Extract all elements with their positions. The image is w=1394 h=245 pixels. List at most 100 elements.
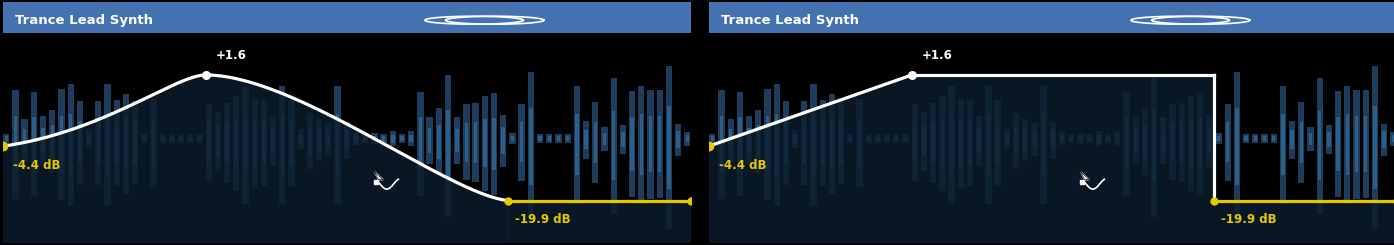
Bar (601, 127, 608, 151)
Bar (123, 94, 130, 194)
Polygon shape (3, 75, 509, 243)
Bar (216, 126, 220, 157)
Bar (821, 121, 824, 165)
Bar (1317, 111, 1322, 180)
Bar (976, 116, 983, 166)
Bar (1216, 133, 1221, 144)
Bar (1132, 117, 1139, 164)
Bar (169, 134, 176, 143)
Bar (1335, 91, 1341, 197)
Bar (343, 122, 350, 159)
Bar (134, 121, 137, 164)
Bar (802, 101, 807, 185)
Bar (555, 134, 562, 143)
Bar (371, 133, 378, 144)
Bar (49, 110, 56, 173)
Bar (765, 116, 769, 172)
Bar (234, 119, 238, 167)
Bar (114, 121, 118, 165)
Bar (1143, 125, 1147, 159)
Bar (718, 90, 725, 199)
Bar (1355, 116, 1358, 172)
Bar (252, 120, 256, 166)
Bar (188, 136, 192, 141)
Bar (940, 96, 945, 191)
Bar (1041, 114, 1046, 175)
Bar (930, 103, 937, 183)
Bar (1170, 104, 1175, 181)
Bar (297, 129, 304, 149)
Text: Trance Lead Synth: Trance Lead Synth (721, 14, 859, 27)
Bar (1298, 102, 1305, 184)
Bar (1337, 117, 1340, 171)
Bar (463, 104, 470, 181)
Bar (1199, 118, 1202, 170)
Bar (719, 116, 723, 172)
Bar (620, 125, 626, 154)
Bar (647, 90, 654, 199)
Bar (77, 101, 84, 184)
Bar (418, 117, 422, 170)
Bar (142, 136, 146, 141)
Bar (902, 134, 909, 143)
Text: -4.4 dB: -4.4 dB (13, 159, 60, 172)
Bar (1125, 117, 1128, 170)
Bar (272, 128, 275, 153)
Bar (923, 126, 926, 157)
Bar (106, 114, 109, 176)
Bar (1263, 136, 1266, 141)
Bar (894, 134, 899, 143)
Bar (1069, 136, 1073, 141)
Bar (1124, 92, 1129, 196)
Bar (1217, 136, 1220, 141)
Bar (180, 136, 183, 141)
Bar (60, 116, 63, 172)
Text: -4.4 dB: -4.4 dB (719, 159, 767, 172)
Bar (958, 98, 963, 188)
Bar (1153, 110, 1156, 182)
Bar (1245, 136, 1248, 141)
Bar (1107, 136, 1110, 141)
Bar (592, 102, 598, 184)
Bar (737, 92, 743, 196)
Bar (68, 114, 72, 176)
Bar (410, 135, 413, 142)
Bar (492, 118, 496, 170)
Bar (856, 99, 863, 187)
Bar (867, 136, 870, 141)
Bar (95, 101, 102, 185)
Bar (233, 96, 240, 191)
Bar (931, 122, 935, 163)
Bar (1308, 127, 1313, 151)
Bar (279, 86, 286, 204)
Bar (829, 94, 835, 194)
Bar (13, 90, 18, 199)
Polygon shape (708, 75, 1394, 243)
Bar (1105, 134, 1111, 143)
Bar (948, 86, 955, 204)
Bar (1262, 134, 1267, 143)
Bar (875, 134, 881, 143)
Bar (400, 136, 404, 141)
Bar (638, 86, 644, 204)
Bar (454, 117, 460, 164)
Bar (124, 118, 128, 169)
Bar (583, 122, 590, 159)
Bar (885, 136, 889, 141)
Bar (566, 136, 569, 141)
Bar (1309, 133, 1312, 145)
Bar (1087, 136, 1092, 141)
Bar (1289, 122, 1295, 159)
Bar (270, 116, 276, 166)
Bar (141, 134, 148, 143)
Bar (197, 134, 202, 143)
Bar (280, 115, 284, 175)
Bar (1086, 134, 1093, 143)
Bar (838, 101, 845, 184)
Bar (629, 91, 636, 197)
Bar (1068, 134, 1075, 143)
Bar (903, 136, 907, 141)
Bar (1032, 123, 1037, 156)
Bar (1225, 122, 1230, 162)
Bar (308, 127, 312, 155)
